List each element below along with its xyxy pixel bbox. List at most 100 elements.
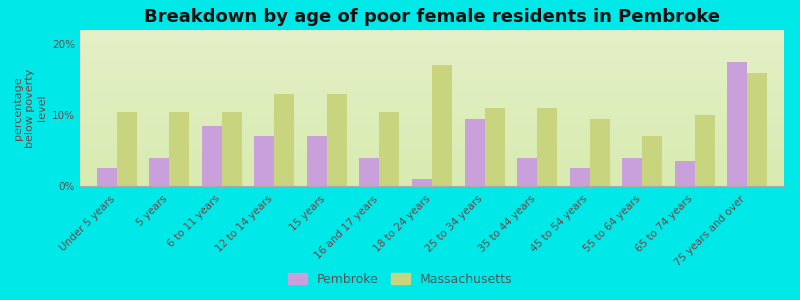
Bar [80,105,784,106]
Bar [517,158,537,186]
Bar [80,46,784,47]
Bar [80,124,784,125]
Bar [80,148,784,150]
Bar [80,85,784,86]
Bar [80,106,784,108]
Bar [254,136,274,186]
Bar [80,169,784,170]
Bar [80,74,784,75]
Bar [80,117,784,119]
Bar [80,131,784,133]
Bar [80,58,784,60]
Bar [674,161,694,186]
Bar [80,164,784,166]
Bar [80,72,784,74]
Bar [80,88,784,89]
Bar [379,112,399,186]
Bar [80,53,784,55]
Bar [80,70,784,72]
Bar [80,91,784,92]
Bar [80,180,784,181]
Bar [170,112,190,186]
Bar [80,156,784,158]
Y-axis label: percentage
below poverty
level: percentage below poverty level [14,68,46,148]
Bar [80,83,784,85]
Bar [590,118,610,186]
Bar [80,147,784,148]
Bar [80,113,784,114]
Bar [359,158,379,186]
Bar [80,50,784,52]
Bar [80,127,784,128]
Bar [80,172,784,173]
Bar [80,142,784,144]
Bar [80,155,784,156]
Bar [485,108,505,186]
Bar [80,68,784,69]
Bar [80,94,784,95]
Bar [80,100,784,102]
Bar [80,167,784,169]
Bar [80,63,784,64]
Bar [80,141,784,142]
Bar [80,41,784,43]
Bar [80,56,784,58]
Bar [97,168,117,186]
Bar [80,111,784,113]
Bar [80,43,784,44]
Bar [80,75,784,77]
Bar [117,112,137,186]
Bar [80,86,784,88]
Bar [432,65,452,186]
Bar [80,38,784,39]
Bar [642,136,662,186]
Bar [80,33,784,35]
Bar [622,158,642,186]
Bar [80,153,784,155]
Bar [80,80,784,82]
Bar [80,116,784,117]
Bar [80,119,784,121]
Bar [80,170,784,172]
Bar [80,125,784,127]
Bar [80,35,784,36]
Bar [80,178,784,180]
Bar [80,134,784,136]
Bar [80,95,784,97]
Bar [80,30,784,31]
Title: Breakdown by age of poor female residents in Pembroke: Breakdown by age of poor female resident… [144,8,720,26]
Bar [80,55,784,56]
Bar [80,122,784,124]
Bar [80,175,784,177]
Bar [80,64,784,66]
Bar [80,144,784,146]
Bar [80,181,784,183]
Bar [727,62,747,186]
Bar [80,32,784,33]
Bar [80,152,784,153]
Bar [80,110,784,111]
Bar [412,179,432,186]
Bar [80,139,784,141]
Bar [80,36,784,38]
Bar [80,61,784,63]
Bar [80,163,784,164]
Bar [80,183,784,184]
Bar [747,73,767,186]
Bar [694,115,714,186]
Bar [80,102,784,103]
Bar [80,158,784,160]
Bar [80,138,784,139]
Bar [80,47,784,49]
Bar [80,44,784,46]
Bar [222,112,242,186]
Bar [80,89,784,91]
Bar [274,94,294,186]
Bar [465,118,485,186]
Bar [80,97,784,99]
Bar [80,161,784,163]
Bar [80,173,784,175]
Bar [80,77,784,78]
Bar [80,52,784,53]
Bar [80,103,784,105]
